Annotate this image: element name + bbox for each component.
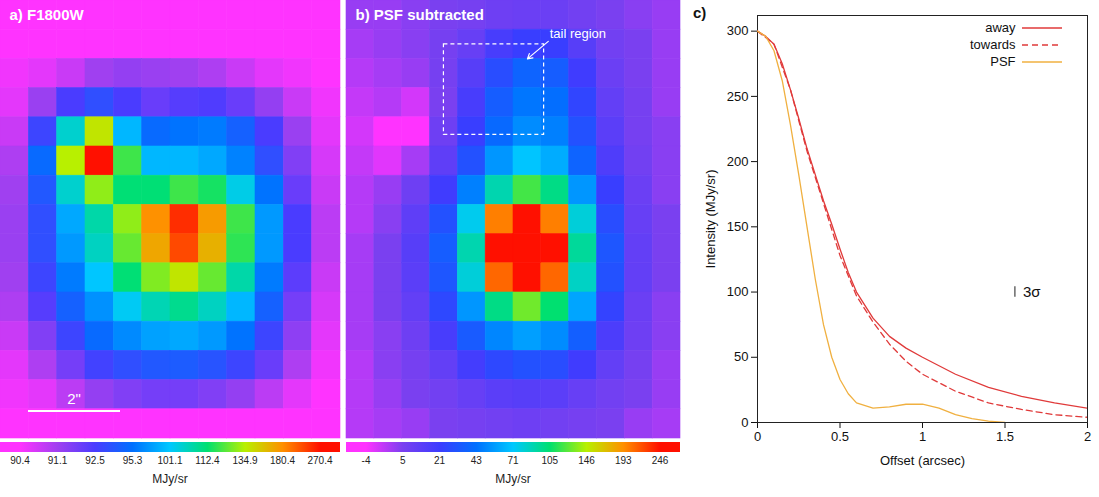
svg-text:50: 50 — [734, 349, 748, 364]
html-text:71: 71 — [507, 455, 519, 466]
html-text:towards: towards — [970, 37, 1016, 52]
svg-text:1: 1 — [919, 429, 926, 444]
html-text:101.1: 101.1 — [157, 455, 183, 466]
html-text:146: 146 — [578, 455, 595, 466]
svg-text:0: 0 — [754, 429, 761, 444]
svg-text:200: 200 — [727, 154, 749, 169]
html-text:95.3: 95.3 — [122, 455, 143, 466]
html-text:105: 105 — [541, 455, 559, 466]
html-text:-4: -4 — [361, 455, 371, 466]
html-text:2": 2" — [67, 390, 81, 407]
svg-text:250: 250 — [727, 89, 749, 104]
html-text:180.4: 180.4 — [270, 455, 295, 466]
html-text:PSF: PSF — [990, 54, 1016, 69]
svg-text:a) F1800W: a) F1800W — [10, 6, 85, 23]
svg-text:3σ: 3σ — [1023, 283, 1041, 300]
html-text:112.4: 112.4 — [195, 455, 220, 466]
html-text:MJy/sr: MJy/sr — [495, 472, 531, 486]
svg-text:150: 150 — [727, 219, 749, 234]
svg-text:Intensity (MJy/sr): Intensity (MJy/sr) — [703, 170, 718, 269]
svg-text:0.5: 0.5 — [831, 429, 849, 444]
svg-text:0: 0 — [741, 415, 748, 430]
html-text:134.9: 134.9 — [232, 455, 258, 466]
html-text:92.5: 92.5 — [85, 455, 105, 466]
svg-text:1.5: 1.5 — [996, 429, 1014, 444]
html-text:MJy/sr: MJy/sr — [152, 472, 188, 486]
svg-text:b) PSF subtracted: b) PSF subtracted — [356, 6, 484, 23]
html-text:270.4: 270.4 — [307, 455, 333, 466]
svg-text:300: 300 — [727, 23, 749, 38]
svg-text:Offset (arcsec): Offset (arcsec) — [880, 453, 965, 468]
html-text:90.4: 90.4 — [10, 455, 30, 466]
html-text:5: 5 — [400, 455, 406, 466]
html-text:21: 21 — [433, 455, 446, 466]
html-text:193: 193 — [614, 455, 632, 466]
html-text:away: away — [985, 20, 1016, 35]
svg-text:tail region: tail region — [550, 26, 606, 41]
html-text:91.1: 91.1 — [47, 455, 68, 466]
html-text:c): c) — [693, 4, 707, 21]
html-text:43: 43 — [470, 455, 482, 466]
svg-text:100: 100 — [727, 284, 749, 299]
html-text:246: 246 — [651, 455, 669, 466]
svg-text:2: 2 — [1084, 429, 1091, 444]
